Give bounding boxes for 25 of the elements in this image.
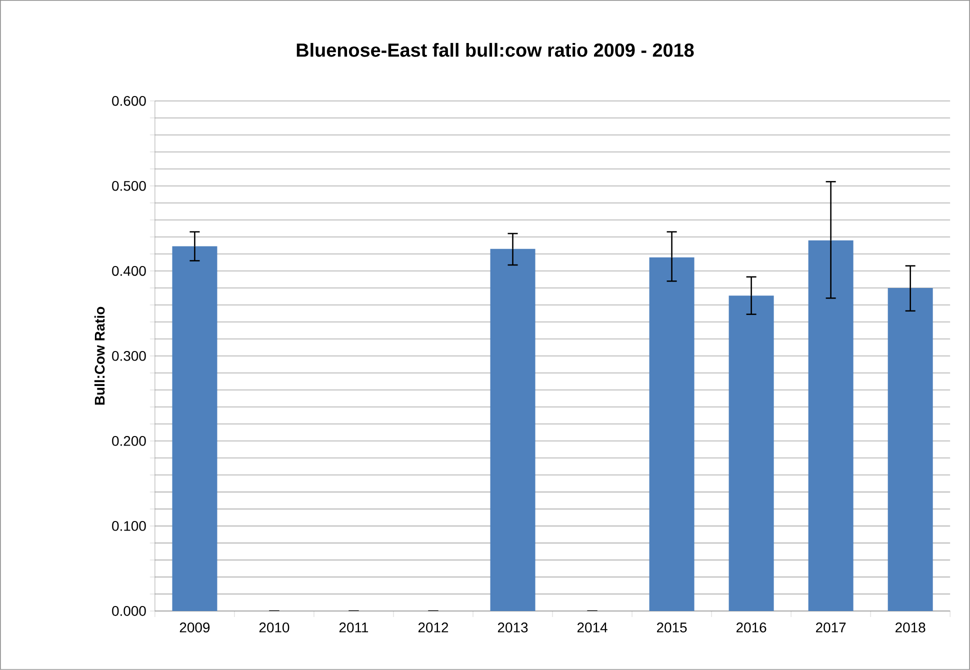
x-tick-label: 2013 xyxy=(498,622,528,632)
bar xyxy=(172,246,218,612)
x-tick-label: 2014 xyxy=(577,622,608,632)
x-tick-label: 2011 xyxy=(339,622,368,632)
bar xyxy=(649,257,694,612)
y-axis-title: Bull:Cow Ratio xyxy=(94,306,105,405)
y-tick-label: 0.400 xyxy=(112,266,146,276)
x-tick-label: 2016 xyxy=(736,622,766,632)
bar xyxy=(888,288,933,612)
y-tick-label: 0.200 xyxy=(112,436,146,446)
y-tick-label: 0.500 xyxy=(112,181,146,191)
x-tick-label: 2009 xyxy=(180,622,210,632)
x-tick-label: 2010 xyxy=(259,622,290,632)
x-tick-label: 2018 xyxy=(896,622,926,632)
bar xyxy=(728,296,774,612)
bar xyxy=(808,240,854,612)
x-tick-label: 2012 xyxy=(418,622,448,632)
y-tick-label: 0.600 xyxy=(112,96,146,106)
y-tick-label: 0.000 xyxy=(112,606,146,616)
bar xyxy=(490,248,536,612)
x-tick-label: 2015 xyxy=(656,622,687,632)
y-tick-label: 0.100 xyxy=(112,521,146,531)
chart-title: Bluenose-East fall bull:cow ratio 2009 - 2018 xyxy=(296,42,694,57)
y-tick-label: 0.300 xyxy=(112,351,146,361)
x-tick-label: 2017 xyxy=(816,622,846,632)
